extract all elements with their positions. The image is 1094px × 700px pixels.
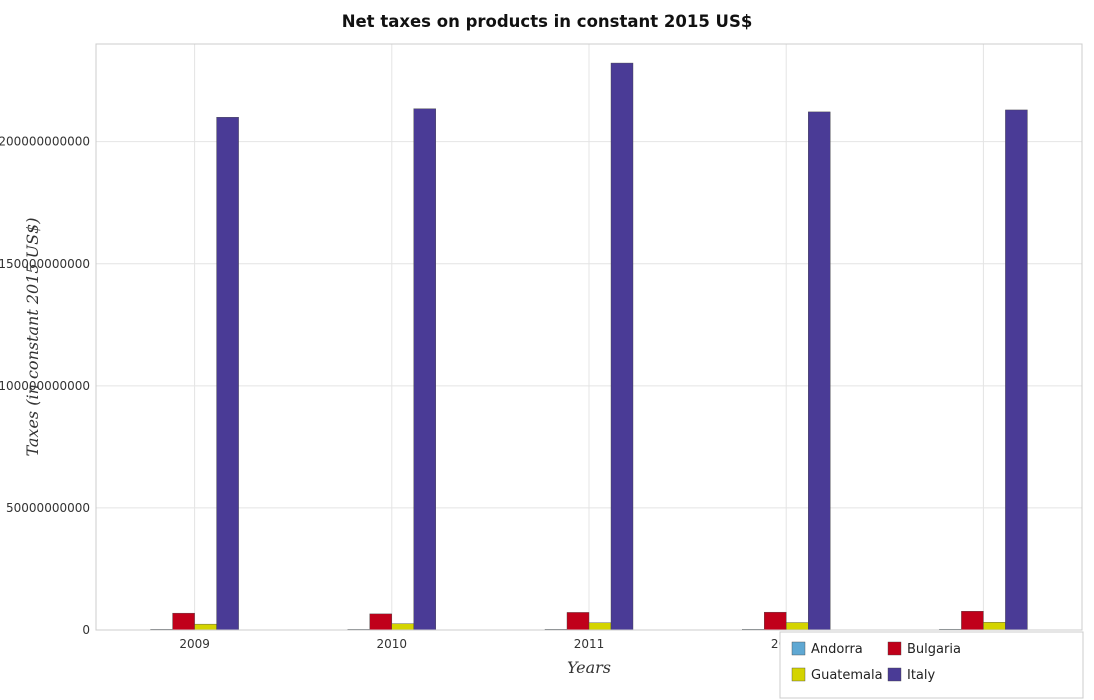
y-axis-label: Taxes (in constant 2015 US$): [23, 217, 42, 456]
bars: [150, 62, 1028, 631]
bar-italy-2011: [610, 62, 634, 631]
legend-label-bulgaria: Bulgaria: [907, 642, 961, 657]
bar-guatemala-2012: [786, 622, 809, 631]
x-axis-label: Years: [567, 658, 611, 677]
y-ticks: 0 50000000000 100000000000 150000000000 2000…: [0, 135, 90, 637]
y-tick-label: 100000000000: [0, 379, 90, 393]
plot-frame: [95, 43, 1083, 631]
x-tick-label: 2011: [574, 637, 605, 651]
bar-bulgaria-2010: [369, 613, 392, 631]
x-tick-label: 2009: [179, 637, 210, 651]
y-tick-label: 0: [82, 623, 90, 637]
legend-label-guatemala: Guatemala: [811, 668, 883, 683]
legend-label-andorra: Andorra: [811, 642, 863, 657]
y-tick-label: 200000000000: [0, 135, 90, 149]
legend-label-italy: Italy: [907, 668, 936, 683]
bar-bulgaria-2011: [566, 612, 590, 631]
y-tick-label: 150000000000: [0, 257, 90, 271]
bar-bulgaria-2009: [172, 612, 195, 631]
legend-box: [779, 631, 1084, 699]
bar-italy-2010: [413, 108, 436, 631]
legend-swatch-bulgaria: [887, 641, 902, 656]
legend: Andorra Bulgaria Guatemala Italy: [779, 631, 1084, 699]
bar-bulgaria-2013: [961, 610, 984, 631]
bar-guatemala-2009: [194, 623, 217, 631]
bar-guatemala-2013: [983, 622, 1006, 631]
bar-guatemala-2011: [588, 622, 612, 631]
bar-bulgaria-2012: [764, 611, 787, 631]
legend-swatch-guatemala: [791, 667, 806, 682]
legend-swatch-andorra: [791, 641, 806, 656]
x-tick-label: 2010: [377, 637, 408, 651]
bar-guatemala-2010: [391, 623, 414, 631]
legend-swatch-italy: [887, 667, 902, 682]
bar-italy-2009: [216, 117, 239, 631]
y-tick-label: 50000000000: [6, 501, 90, 515]
bar-italy-2012: [808, 111, 831, 631]
bar-italy-2013: [1005, 109, 1028, 631]
chart-title: Net taxes on products in constant 2015 U…: [342, 12, 753, 31]
grid: [96, 44, 1082, 631]
